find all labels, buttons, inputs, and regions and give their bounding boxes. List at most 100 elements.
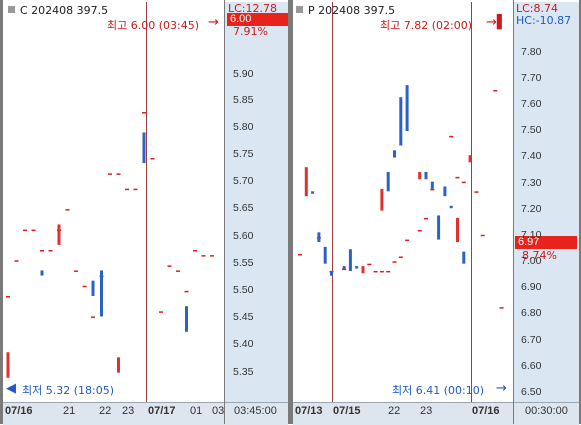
price-tick-marker — [461, 181, 466, 184]
price-tick-marker — [210, 255, 214, 257]
candle-bar[interactable] — [142, 132, 146, 164]
left-lc-label: LC:12.78 — [228, 2, 278, 15]
candle-bar[interactable] — [91, 280, 95, 296]
candle-bar[interactable] — [418, 172, 422, 180]
candle-bar[interactable] — [330, 270, 333, 276]
right-time-label: 00:30:00 — [525, 405, 568, 417]
x-tick: 22 — [388, 405, 401, 417]
right-plot-area[interactable] — [293, 2, 514, 402]
right-chart-panel[interactable]: P 202408 397.5 LC:8.74 HC:-10.87 최고 7.82… — [290, 0, 581, 425]
price-tick-marker — [342, 268, 347, 271]
session-divider — [332, 2, 333, 402]
candle-bar[interactable] — [355, 266, 359, 269]
candle-bar[interactable] — [361, 266, 365, 274]
left-chart-svg — [6, 112, 214, 378]
candle-bar[interactable] — [40, 270, 44, 276]
price-tick-marker — [167, 265, 172, 267]
candle-bar[interactable] — [185, 306, 188, 332]
candle-bar[interactable] — [323, 246, 327, 264]
price-tick-marker — [6, 296, 10, 298]
y-tick: 5.75 — [233, 148, 254, 160]
candle-bar[interactable] — [317, 232, 321, 242]
price-tick-marker — [417, 229, 422, 232]
candle-bar[interactable] — [386, 172, 390, 192]
y-tick: 7.60 — [521, 98, 542, 110]
candle-bar[interactable] — [456, 217, 459, 242]
price-tick-marker — [499, 307, 504, 309]
price-tick-marker — [480, 234, 485, 237]
candle-bar[interactable] — [393, 150, 396, 158]
y-tick: 5.50 — [233, 284, 254, 296]
candle-bar[interactable] — [405, 85, 409, 131]
x-tick: 01 — [190, 405, 203, 417]
x-tick: 07/15 — [333, 405, 361, 417]
right-high-arrow-icon: →▌ — [486, 15, 507, 30]
y-tick: 5.35 — [233, 366, 254, 378]
candle-bar[interactable] — [380, 188, 384, 211]
left-price-axis[interactable] — [225, 2, 288, 402]
right-chart-title: P 202408 397.5 — [296, 4, 395, 17]
candle-bar[interactable] — [430, 181, 434, 189]
candle-bar[interactable] — [304, 167, 308, 197]
left-time-axis[interactable] — [3, 402, 288, 425]
x-tick: 07/13 — [295, 405, 323, 417]
left-current-value-badge: 6.00 — [227, 13, 288, 26]
y-tick: 7.50 — [521, 124, 542, 136]
right-chart-svg — [298, 85, 504, 309]
price-tick-marker — [474, 191, 479, 193]
candle-bar[interactable] — [348, 249, 352, 271]
price-tick-marker — [298, 254, 302, 256]
right-price-axis[interactable] — [514, 2, 579, 402]
y-tick: 5.90 — [233, 68, 254, 80]
session-divider — [146, 2, 147, 402]
session-divider — [471, 2, 472, 402]
y-tick: 7.00 — [521, 255, 542, 267]
candle-bar[interactable] — [117, 357, 120, 373]
candle-bar[interactable] — [424, 172, 428, 180]
candle-bar[interactable] — [57, 224, 61, 245]
right-high-label: 최고 7.82 (02:00) — [380, 19, 473, 32]
y-tick: 6.90 — [521, 281, 542, 293]
right-time-axis[interactable] — [293, 402, 579, 425]
left-low-arrow-icon: ◀ — [6, 381, 16, 396]
price-tick-marker — [201, 255, 206, 257]
title-square-icon — [296, 6, 303, 13]
price-tick-marker — [125, 188, 129, 191]
y-tick: 6.60 — [521, 360, 542, 372]
left-high-label: 최고 6.00 (03:45) — [107, 19, 200, 32]
y-tick: 6.50 — [521, 386, 542, 398]
price-tick-marker — [449, 135, 454, 138]
x-tick: 03 — [212, 405, 225, 417]
candle-bar[interactable] — [100, 270, 103, 317]
y-tick: 6.70 — [521, 334, 542, 346]
right-low-arrow-icon: → — [496, 381, 507, 396]
y-tick: 5.55 — [233, 257, 254, 269]
candle-bar[interactable] — [468, 155, 472, 163]
candle-bar[interactable] — [449, 205, 453, 209]
left-chart-panel[interactable]: C 202408 397.5 LC:12.78 6.00 7.91% 최고 6.… — [0, 0, 290, 425]
x-tick: 22 — [99, 405, 112, 417]
y-tick: 5.85 — [233, 94, 254, 106]
x-tick: 07/16 — [472, 405, 500, 417]
candle-bar[interactable] — [443, 186, 447, 197]
price-tick-marker — [14, 260, 19, 262]
price-tick-marker — [193, 250, 197, 252]
candle-bar[interactable] — [437, 215, 441, 240]
right-lc-label: LC:8.74 — [516, 2, 559, 15]
y-tick: 7.80 — [521, 46, 542, 58]
price-tick-marker — [108, 173, 112, 175]
left-time-label: 03:45:00 — [234, 405, 277, 417]
candle-bar[interactable] — [462, 251, 466, 264]
price-tick-marker — [82, 285, 87, 288]
candle-bar[interactable] — [311, 191, 315, 194]
left-plot-area[interactable] — [3, 2, 225, 402]
price-tick-marker — [116, 173, 121, 175]
candle-bar[interactable] — [399, 97, 403, 146]
candle-bar[interactable] — [6, 352, 10, 378]
title-square-icon — [8, 6, 15, 13]
left-chart-title: C 202408 397.5 — [8, 4, 108, 17]
y-tick: 5.80 — [233, 121, 254, 133]
price-tick-marker — [184, 290, 189, 293]
y-tick: 7.40 — [521, 150, 542, 162]
candle-bar[interactable] — [342, 266, 346, 269]
